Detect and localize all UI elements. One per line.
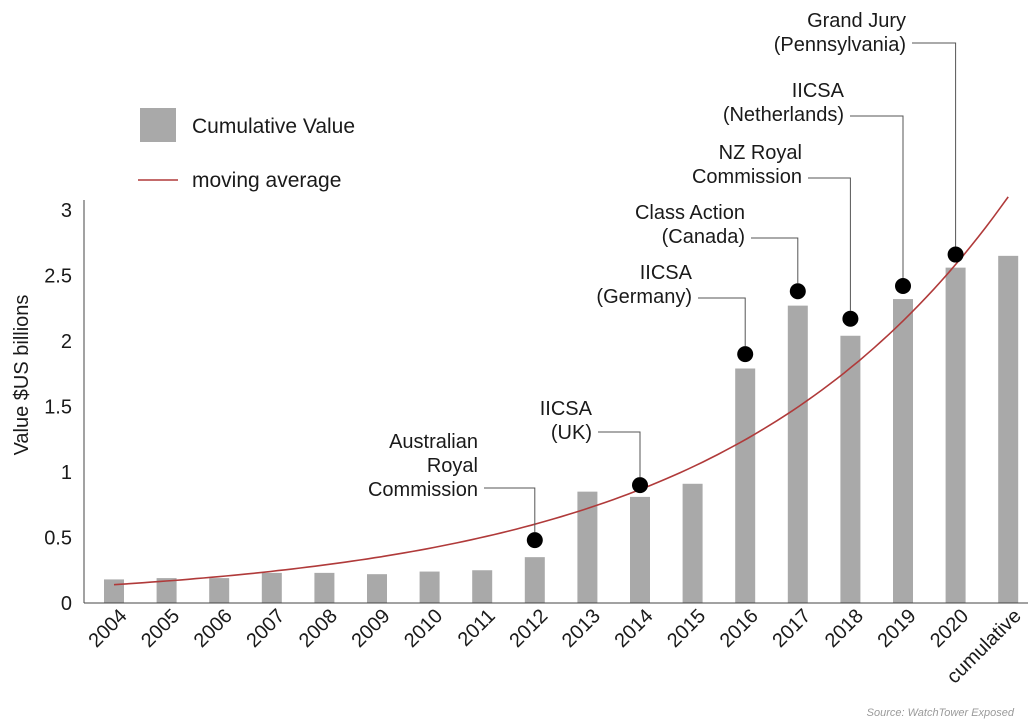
bar-2012 bbox=[524, 557, 545, 603]
x-tick-label-2016: 2016 bbox=[716, 605, 763, 652]
y-tick-label-1-5: 1.5 bbox=[44, 397, 72, 419]
x-tick-label-2018: 2018 bbox=[821, 605, 868, 652]
bar-cumulative bbox=[998, 255, 1019, 603]
event-label-2017: (Canada) bbox=[662, 226, 745, 248]
event-leader-2017 bbox=[751, 237, 799, 284]
event-marker-2017 bbox=[789, 283, 806, 300]
bar-2020 bbox=[945, 267, 966, 603]
event-label-2016: (Germany) bbox=[596, 286, 692, 308]
event-marker-2012 bbox=[526, 532, 543, 549]
x-tick-label-2007: 2007 bbox=[242, 605, 289, 652]
event-marker-2018 bbox=[842, 310, 859, 327]
bar-2011 bbox=[472, 570, 493, 603]
event-label-2012: Australian bbox=[389, 431, 478, 453]
bar-2009 bbox=[367, 574, 387, 603]
legend-swatch-cumulative-value bbox=[140, 108, 176, 142]
x-tick-label-2017: 2017 bbox=[768, 605, 815, 652]
bar-2008 bbox=[314, 572, 335, 603]
event-marker-2020 bbox=[947, 246, 964, 263]
event-label-2014: IICSA bbox=[540, 398, 593, 420]
event-2017: Class Action(Canada) bbox=[635, 202, 806, 300]
event-leader-2018 bbox=[808, 177, 851, 311]
x-tick-label-2009: 2009 bbox=[348, 605, 395, 652]
event-label-2019: (Netherlands) bbox=[723, 104, 844, 126]
y-tick-label-3: 3 bbox=[61, 200, 72, 222]
event-marker-2019 bbox=[895, 277, 911, 294]
bar-2016 bbox=[735, 368, 756, 603]
legend-label-cumulative-value: Cumulative Value bbox=[192, 115, 355, 138]
bar-2004 bbox=[104, 579, 124, 603]
legend: Cumulative Value moving average bbox=[138, 108, 355, 192]
x-tick-label-2011: 2011 bbox=[454, 605, 500, 651]
x-tick-label-2020: 2020 bbox=[926, 605, 973, 652]
y-tick-label-0: 0 bbox=[61, 593, 72, 615]
event-label-2017: Class Action bbox=[635, 202, 745, 224]
event-label-2018: NZ Royal bbox=[719, 142, 802, 164]
y-tick-label-2: 2 bbox=[61, 331, 72, 353]
event-marker-2016 bbox=[737, 346, 754, 363]
event-label-2020: (Pennsylvania) bbox=[774, 34, 906, 56]
event-annotations: AustralianRoyalCommissionIICSA(UK)IICSA(… bbox=[368, 10, 964, 549]
event-marker-2014 bbox=[632, 477, 648, 494]
event-leader-2016 bbox=[698, 297, 746, 347]
bar-2010 bbox=[419, 571, 440, 603]
bar-2018 bbox=[840, 335, 861, 603]
legend-label-moving-average: moving average bbox=[192, 169, 341, 192]
event-2014: IICSA(UK) bbox=[540, 398, 648, 494]
moving-average-line bbox=[113, 196, 1009, 586]
event-2019: IICSA(Netherlands) bbox=[723, 80, 911, 294]
event-2020: Grand Jury(Pennsylvania) bbox=[774, 10, 964, 263]
x-tick-label-2013: 2013 bbox=[558, 605, 605, 652]
x-tick-label-2004: 2004 bbox=[85, 605, 132, 652]
event-leader-2012 bbox=[484, 487, 536, 533]
y-tick-label-2-5: 2.5 bbox=[44, 266, 72, 288]
bar-2007 bbox=[261, 572, 282, 603]
event-leader-2020 bbox=[912, 42, 957, 247]
event-label-2012: Commission bbox=[368, 479, 478, 501]
event-label-2018: Commission bbox=[692, 166, 802, 188]
bar-2015 bbox=[682, 483, 703, 603]
bar-2005 bbox=[156, 578, 177, 603]
event-label-2014: (UK) bbox=[551, 422, 592, 444]
moving-average-layer bbox=[113, 196, 1009, 586]
event-2016: IICSA(Germany) bbox=[596, 262, 754, 363]
event-leader-2019 bbox=[850, 115, 904, 278]
y-axis-title: Value $US billions bbox=[11, 295, 33, 456]
x-axis: 2004 2005 2006 2007 2008 2009 2010 2011 2012 2013… bbox=[84, 602, 1028, 688]
event-label-2012: Royal bbox=[427, 455, 478, 477]
bars bbox=[104, 255, 1019, 603]
x-tick-label-2010: 2010 bbox=[400, 605, 447, 652]
event-label-2020: Grand Jury bbox=[807, 10, 906, 32]
bar-2017 bbox=[787, 305, 808, 603]
y-axis: 0 0.5 1 1.5 2 2.5 3 bbox=[44, 200, 85, 615]
x-tick-label-2015: 2015 bbox=[663, 605, 710, 652]
x-tick-label-2006: 2006 bbox=[190, 605, 237, 652]
y-tick-label-0-5: 0.5 bbox=[44, 528, 72, 550]
y-tick-label-1: 1 bbox=[61, 462, 72, 484]
x-tick-label-2005: 2005 bbox=[137, 605, 184, 652]
x-tick-label-2014: 2014 bbox=[611, 605, 658, 652]
bar-2013 bbox=[577, 491, 598, 603]
event-label-2019: IICSA bbox=[792, 80, 845, 102]
event-leader-2014 bbox=[598, 431, 641, 478]
x-tick-label-2012: 2012 bbox=[505, 605, 552, 652]
source-note: Source: WatchTower Exposed bbox=[867, 707, 1015, 719]
bar-2014 bbox=[630, 496, 650, 603]
event-label-2016: IICSA bbox=[640, 262, 693, 284]
bar-2019 bbox=[893, 299, 913, 603]
x-tick-label-2008: 2008 bbox=[295, 605, 342, 652]
x-tick-label-2019: 2019 bbox=[874, 605, 921, 652]
bar-2006 bbox=[209, 578, 230, 603]
